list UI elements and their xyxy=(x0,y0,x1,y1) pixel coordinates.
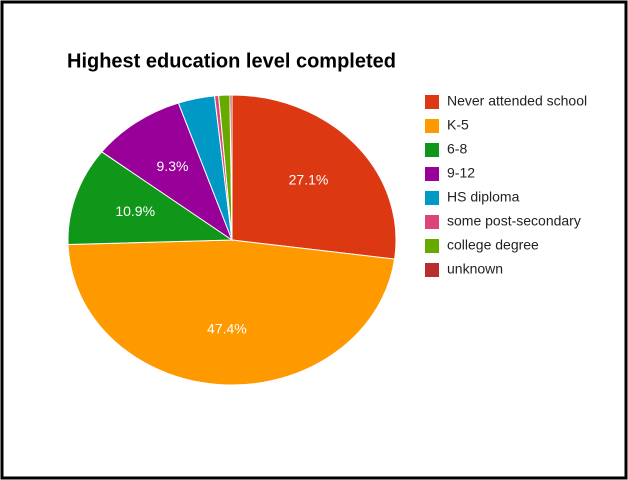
data-label: 47.4% xyxy=(207,320,247,336)
data-label: 9.3% xyxy=(157,158,189,174)
pie-slice xyxy=(229,94,233,241)
chart-title: Highest education level completed xyxy=(67,50,396,72)
legend-label: 6-8 xyxy=(447,141,467,157)
data-label: 10.9% xyxy=(115,203,155,219)
pie-slice xyxy=(67,151,234,246)
legend-swatch xyxy=(425,95,439,109)
legend-label: unknown xyxy=(447,261,503,277)
legend-swatch xyxy=(425,167,439,181)
legend-label: HS diploma xyxy=(447,189,520,205)
pie-slice xyxy=(231,94,397,260)
legend-swatch xyxy=(425,215,439,229)
legend-label: college degree xyxy=(447,237,539,253)
pie-slice xyxy=(67,239,396,386)
data-label: 27.1% xyxy=(289,171,329,187)
legend-swatch xyxy=(425,239,439,253)
pie-slice xyxy=(101,102,234,242)
legend-label: Never attended school xyxy=(447,93,587,109)
legend-label: 9-12 xyxy=(447,165,475,181)
legend-label: some post-secondary xyxy=(447,213,581,229)
legend-swatch xyxy=(425,191,439,205)
legend-swatch xyxy=(425,119,439,133)
legend-swatch xyxy=(425,263,439,277)
legend-label: K-5 xyxy=(447,117,469,133)
legend-swatch xyxy=(425,143,439,157)
